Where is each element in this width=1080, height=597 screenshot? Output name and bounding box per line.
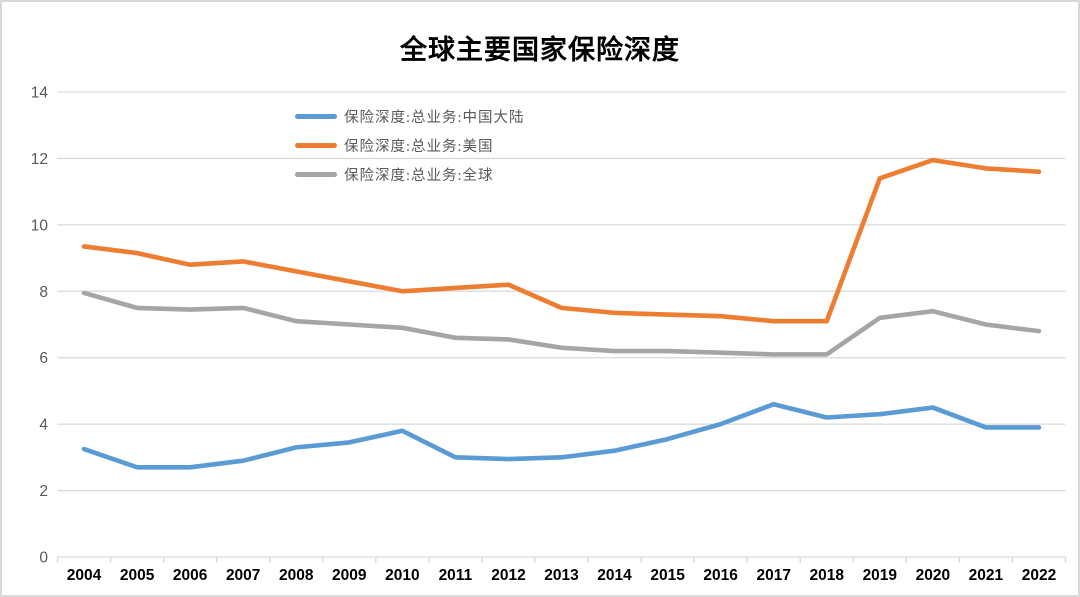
legend-item-usa: 保险深度:总业务:美国 — [295, 131, 525, 160]
series-line-1 — [81, 157, 1042, 324]
svg-text:8: 8 — [39, 284, 48, 301]
svg-text:2010: 2010 — [385, 567, 419, 584]
svg-text:2009: 2009 — [332, 567, 367, 584]
y-axis-labels: 0 2 4 6 8 10 12 14 — [31, 85, 49, 567]
legend-label-china: 保险深度:总业务:中国大陆 — [344, 110, 525, 126]
svg-text:10: 10 — [31, 217, 49, 234]
svg-text:2004: 2004 — [67, 567, 102, 584]
svg-text:2012: 2012 — [491, 567, 525, 584]
series-line-0 — [81, 401, 1042, 470]
svg-text:2022: 2022 — [1022, 567, 1056, 584]
svg-text:2007: 2007 — [226, 567, 260, 584]
svg-text:2011: 2011 — [439, 567, 473, 584]
svg-text:2: 2 — [39, 483, 48, 500]
svg-text:14: 14 — [31, 85, 49, 102]
legend-swatch-global — [295, 172, 337, 177]
svg-text:2019: 2019 — [863, 567, 898, 584]
svg-text:2020: 2020 — [916, 567, 950, 584]
gridlines — [57, 91, 1066, 558]
svg-text:2008: 2008 — [279, 567, 314, 584]
svg-text:4: 4 — [39, 417, 48, 434]
legend-item-global: 保险深度:总业务:全球 — [295, 160, 525, 189]
chart-title: 全球主要国家保险深度 — [400, 35, 680, 65]
svg-text:2005: 2005 — [120, 567, 155, 584]
svg-text:2016: 2016 — [703, 567, 738, 584]
legend-swatch-china — [295, 114, 337, 119]
svg-text:2018: 2018 — [810, 567, 845, 584]
legend-label-global: 保险深度:总业务:全球 — [344, 168, 494, 184]
svg-text:6: 6 — [39, 350, 48, 367]
svg-text:12: 12 — [31, 151, 48, 168]
legend-label-usa: 保险深度:总业务:美国 — [344, 139, 494, 155]
svg-text:0: 0 — [39, 550, 48, 567]
series-line-2 — [81, 290, 1042, 357]
legend-item-china: 保险深度:总业务:中国大陆 — [295, 102, 525, 131]
x-axis-labels: 2004 2005 2006 2007 2008 2009 2010 2011 2012 2013… — [67, 567, 1056, 584]
legend-swatch-usa — [295, 143, 337, 148]
svg-text:2006: 2006 — [173, 567, 208, 584]
svg-text:2017: 2017 — [756, 567, 790, 584]
legend: 保险深度:总业务:中国大陆 保险深度:总业务:美国 保险深度:总业务:全球 — [295, 102, 525, 189]
x-axis-ticks — [56, 557, 1067, 563]
svg-text:2021: 2021 — [969, 567, 1004, 584]
svg-text:2013: 2013 — [544, 567, 579, 584]
svg-text:2015: 2015 — [650, 567, 685, 584]
svg-text:2014: 2014 — [597, 567, 632, 584]
